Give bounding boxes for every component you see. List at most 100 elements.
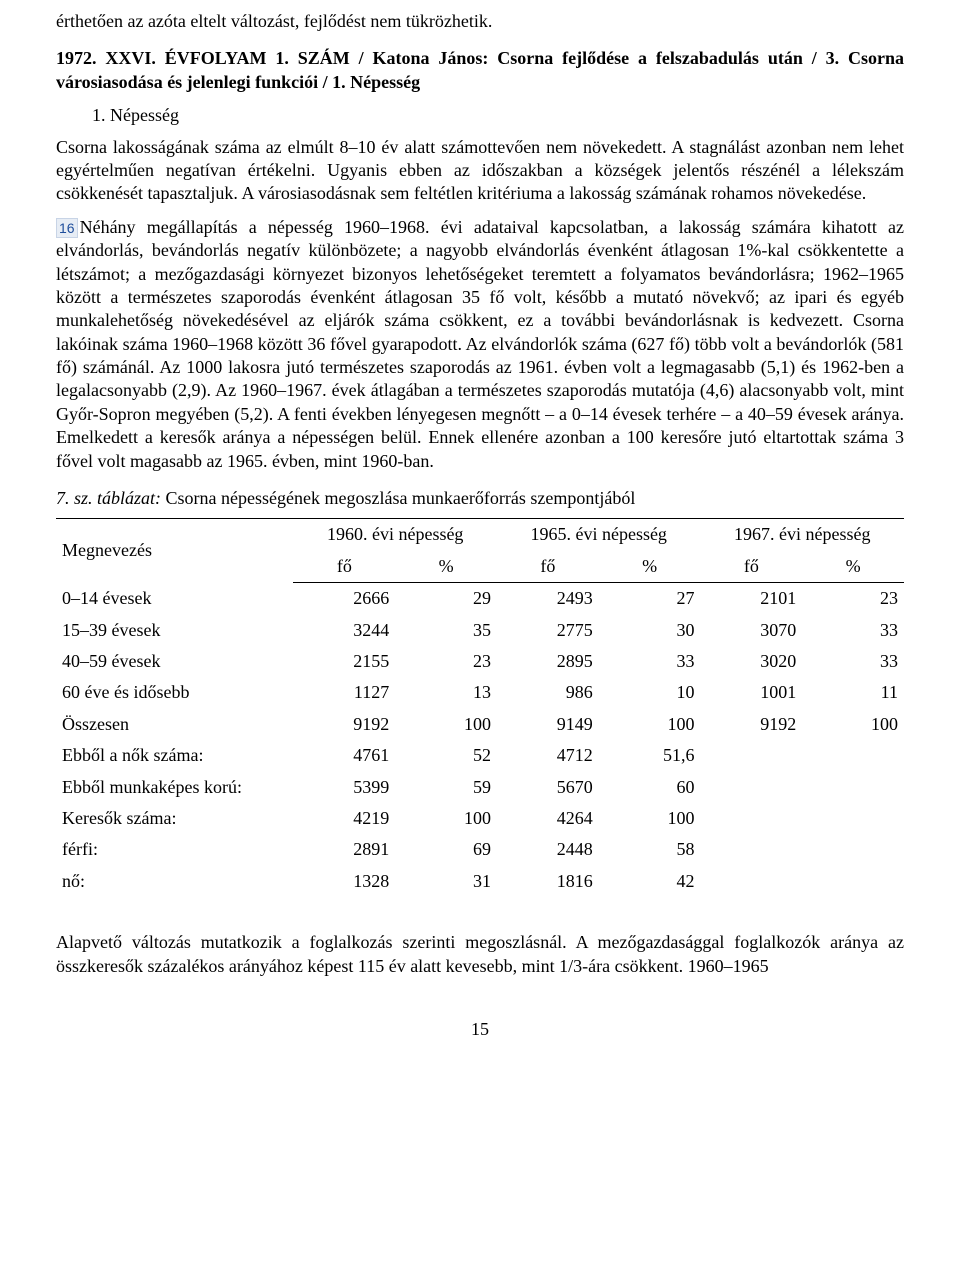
row-label: Ebből a nők száma: <box>56 740 293 771</box>
cell <box>700 866 802 897</box>
margin-note-marker: 16 <box>56 218 78 238</box>
subsection-title: 1. Népesség <box>92 104 904 127</box>
subcol-pct: % <box>395 551 497 583</box>
cell: 100 <box>599 803 701 834</box>
cell: 2775 <box>497 615 599 646</box>
cell: 60 <box>599 772 701 803</box>
cell: 1816 <box>497 866 599 897</box>
page-number: 15 <box>56 1018 904 1041</box>
table-row: Ebből munkaképes korú:539959567060 <box>56 772 904 803</box>
row-label: 0–14 évesek <box>56 583 293 615</box>
cell: 27 <box>599 583 701 615</box>
cell <box>700 834 802 865</box>
table-row: 60 éve és idősebb11271398610100111 <box>56 677 904 708</box>
cell: 3244 <box>293 615 395 646</box>
table-row: 40–59 évesek215523289533302033 <box>56 646 904 677</box>
cell <box>700 803 802 834</box>
cell: 100 <box>395 803 497 834</box>
table-body: 0–14 évesek26662924932721012315–39 évese… <box>56 583 904 897</box>
cell: 4761 <box>293 740 395 771</box>
cell: 1001 <box>700 677 802 708</box>
cell: 9192 <box>700 709 802 740</box>
population-table: Megnevezés 1960. évi népesség 1965. évi … <box>56 518 904 897</box>
cell: 29 <box>395 583 497 615</box>
row-label: 60 éve és idősebb <box>56 677 293 708</box>
cell: 2666 <box>293 583 395 615</box>
row-label: Ebből munkaképes korú: <box>56 772 293 803</box>
cell: 33 <box>599 646 701 677</box>
table-caption-title: Csorna népességének megoszlása munkaerőf… <box>161 488 635 508</box>
row-label: Összesen <box>56 709 293 740</box>
table-row: nő:132831181642 <box>56 866 904 897</box>
subcol-fo: fő <box>293 551 395 583</box>
cell: 11 <box>802 677 904 708</box>
cell: 69 <box>395 834 497 865</box>
cell <box>700 772 802 803</box>
cell: 5670 <box>497 772 599 803</box>
cell <box>802 834 904 865</box>
col-header-label: Megnevezés <box>56 519 293 583</box>
table-row: 15–39 évesek324435277530307033 <box>56 615 904 646</box>
cell: 33 <box>802 646 904 677</box>
row-label: Keresők száma: <box>56 803 293 834</box>
col-header-year-1960: 1960. évi népesség <box>293 519 497 551</box>
subcol-fo: fő <box>497 551 599 583</box>
row-label: nő: <box>56 866 293 897</box>
cell: 30 <box>599 615 701 646</box>
cell: 2493 <box>497 583 599 615</box>
table-row: Keresők száma:42191004264100 <box>56 803 904 834</box>
cell: 2895 <box>497 646 599 677</box>
paragraph-2-text: Néhány megállapítás a népesség 1960–1968… <box>56 217 904 471</box>
col-header-year-1965: 1965. évi népesség <box>497 519 701 551</box>
subcol-pct: % <box>802 551 904 583</box>
cell: 986 <box>497 677 599 708</box>
cell <box>802 740 904 771</box>
document-page: érthetően az azóta eltelt változást, fej… <box>0 0 960 1288</box>
cell: 51,6 <box>599 740 701 771</box>
subcol-fo: fő <box>700 551 802 583</box>
cell: 42 <box>599 866 701 897</box>
cell: 2448 <box>497 834 599 865</box>
cell: 59 <box>395 772 497 803</box>
cell: 4264 <box>497 803 599 834</box>
cell: 33 <box>802 615 904 646</box>
cell: 2155 <box>293 646 395 677</box>
col-header-year-1967: 1967. évi népesség <box>700 519 904 551</box>
cell: 3020 <box>700 646 802 677</box>
cell: 100 <box>599 709 701 740</box>
cell: 9149 <box>497 709 599 740</box>
table-caption: 7. sz. táblázat: Csorna népességének meg… <box>56 487 904 510</box>
cell: 2101 <box>700 583 802 615</box>
cell: 4712 <box>497 740 599 771</box>
cell <box>802 803 904 834</box>
paragraph-2: 16Néhány megállapítás a népesség 1960–19… <box>56 216 904 473</box>
cell: 1127 <box>293 677 395 708</box>
cell: 5399 <box>293 772 395 803</box>
row-label: 40–59 évesek <box>56 646 293 677</box>
paragraph-1: Csorna lakosságának száma az elmúlt 8–10… <box>56 136 904 206</box>
table-row: Ebből a nők száma:476152471251,6 <box>56 740 904 771</box>
cell: 58 <box>599 834 701 865</box>
cell: 1328 <box>293 866 395 897</box>
table-row: 0–14 évesek266629249327210123 <box>56 583 904 615</box>
section-heading: 1972. XXVI. ÉVFOLYAM 1. SZÁM / Katona Já… <box>56 47 904 94</box>
cell: 13 <box>395 677 497 708</box>
table-row: férfi:289169244858 <box>56 834 904 865</box>
row-label: 15–39 évesek <box>56 615 293 646</box>
paragraph-top-fragment: érthetően az azóta eltelt változást, fej… <box>56 10 904 33</box>
cell <box>802 866 904 897</box>
cell: 52 <box>395 740 497 771</box>
cell: 23 <box>395 646 497 677</box>
cell: 4219 <box>293 803 395 834</box>
cell: 100 <box>395 709 497 740</box>
cell: 3070 <box>700 615 802 646</box>
subcol-pct: % <box>599 551 701 583</box>
paragraph-3: Alapvető változás mutatkozik a foglalkoz… <box>56 931 904 978</box>
cell: 35 <box>395 615 497 646</box>
cell: 100 <box>802 709 904 740</box>
cell <box>802 772 904 803</box>
cell: 2891 <box>293 834 395 865</box>
row-label: férfi: <box>56 834 293 865</box>
cell: 9192 <box>293 709 395 740</box>
table-row: Összesen919210091491009192100 <box>56 709 904 740</box>
